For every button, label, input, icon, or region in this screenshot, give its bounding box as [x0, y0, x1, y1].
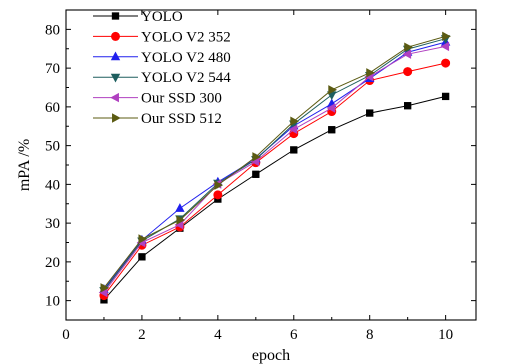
series-6	[100, 31, 451, 293]
legend-marker	[110, 51, 121, 61]
legend-entry-3: YOLO V2 480	[93, 50, 231, 66]
y-tick-label: 80	[45, 22, 60, 38]
x-tick-label: 8	[366, 327, 374, 343]
data-point	[441, 58, 451, 68]
data-point	[328, 85, 337, 95]
legend-label: Our SSD 512	[141, 111, 222, 127]
x-tick-label: 0	[62, 327, 70, 343]
data-point	[100, 283, 110, 293]
data-point	[290, 116, 300, 126]
data-point	[442, 31, 451, 42]
data-point	[366, 109, 374, 117]
legend-marker	[110, 73, 121, 83]
data-point	[290, 146, 298, 154]
data-point	[440, 41, 450, 52]
axes: 0 2 4 6 8 10 10 20 30 40 50 60 70 80 epoch mPA /%	[16, 9, 477, 364]
x-tick-label: 4	[214, 327, 222, 343]
legend-entry-2: YOLO V2 352	[93, 29, 231, 45]
series-line	[103, 95, 446, 301]
legend-label: YOLO	[141, 9, 183, 25]
y-tick-label: 10	[45, 294, 60, 310]
data-point	[138, 234, 148, 244]
series-line	[103, 45, 446, 293]
x-tick-label: 2	[138, 327, 146, 343]
legend-entry-6: Our SSD 512	[93, 111, 222, 127]
data-point	[175, 203, 185, 212]
legend-entry-5: Our SSD 300	[93, 91, 222, 107]
series-line	[103, 35, 446, 289]
legend-marker	[111, 31, 121, 41]
data-point	[252, 170, 260, 178]
legend-marker	[112, 113, 121, 123]
y-tick-label: 40	[45, 177, 60, 193]
x-axis-title: epoch	[252, 347, 290, 364]
data-point	[214, 180, 224, 190]
legend-entry-1: YOLO	[93, 9, 183, 25]
y-tick-label: 50	[45, 139, 60, 155]
legend-entry-4: YOLO V2 544	[93, 70, 231, 86]
y-tick-label: 30	[45, 216, 60, 232]
data-point	[213, 190, 223, 200]
legend-marker	[110, 92, 119, 103]
data-point	[328, 126, 336, 134]
data-point	[326, 103, 336, 113]
data-point	[404, 102, 412, 110]
data-point	[252, 152, 262, 162]
y-tick-label: 60	[45, 100, 60, 116]
x-tick-label: 6	[290, 327, 298, 343]
data-point	[402, 49, 412, 59]
series-line	[103, 62, 446, 296]
y-tick-label: 70	[45, 61, 60, 77]
legend-label: YOLO V2 480	[141, 50, 231, 66]
y-axis-title: mPA /%	[16, 139, 33, 191]
legend-label: YOLO V2 352	[141, 29, 231, 45]
data-point	[403, 67, 413, 77]
series-layer	[98, 31, 451, 304]
legend-label: YOLO V2 544	[141, 70, 231, 86]
legend-label: Our SSD 300	[141, 91, 222, 107]
data-point	[441, 92, 450, 101]
data-point	[138, 253, 146, 261]
legend-marker	[111, 12, 120, 20]
y-tick-label: 20	[45, 255, 60, 271]
legend: YOLO YOLO V2 352 YOLO V2 480 YOLO V2 544 Our…	[93, 9, 231, 127]
x-tick-label: 10	[438, 327, 453, 343]
data-point	[366, 68, 375, 78]
data-point	[288, 124, 298, 135]
data-point	[176, 215, 186, 225]
data-point	[404, 42, 413, 52]
